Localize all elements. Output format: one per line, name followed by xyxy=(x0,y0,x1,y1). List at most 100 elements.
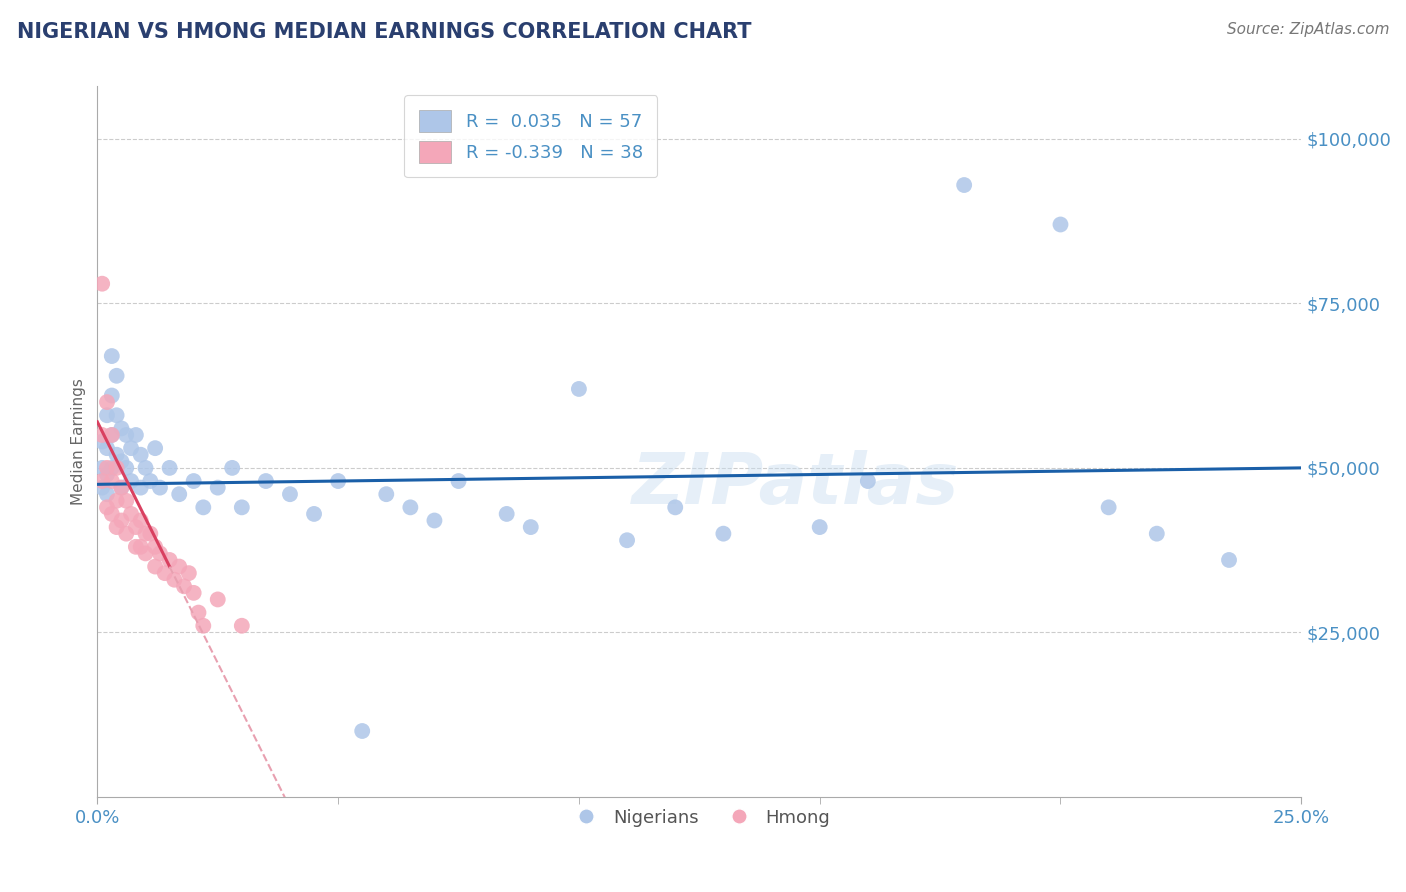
Point xyxy=(101,428,124,442)
Point xyxy=(1218,553,1240,567)
Point xyxy=(91,428,114,442)
Point xyxy=(129,448,152,462)
Point xyxy=(91,474,114,488)
Point xyxy=(159,461,181,475)
Point xyxy=(399,500,422,515)
Point xyxy=(143,559,166,574)
Y-axis label: Median Earnings: Median Earnings xyxy=(72,378,86,505)
Point xyxy=(96,395,118,409)
Point xyxy=(1098,500,1121,515)
Point xyxy=(101,461,124,475)
Point xyxy=(125,540,148,554)
Point xyxy=(808,520,831,534)
Point xyxy=(375,487,398,501)
Point xyxy=(120,441,142,455)
Point xyxy=(120,474,142,488)
Point xyxy=(129,540,152,554)
Point xyxy=(159,553,181,567)
Point xyxy=(193,500,215,515)
Point xyxy=(134,526,156,541)
Point xyxy=(101,474,124,488)
Point xyxy=(1049,218,1071,232)
Point xyxy=(143,441,166,455)
Point xyxy=(110,454,132,468)
Point xyxy=(134,546,156,560)
Point xyxy=(110,481,132,495)
Point xyxy=(447,474,470,488)
Point xyxy=(101,388,124,402)
Point xyxy=(183,586,205,600)
Text: ZIPatlas: ZIPatlas xyxy=(631,450,959,518)
Point xyxy=(278,487,301,501)
Point xyxy=(96,467,118,482)
Point xyxy=(856,474,879,488)
Point xyxy=(302,507,325,521)
Point xyxy=(187,606,209,620)
Point xyxy=(115,526,138,541)
Point xyxy=(326,474,349,488)
Point xyxy=(110,514,132,528)
Point xyxy=(664,500,686,515)
Point xyxy=(207,592,229,607)
Point xyxy=(568,382,591,396)
Point xyxy=(125,520,148,534)
Point xyxy=(173,579,195,593)
Point xyxy=(91,481,114,495)
Point xyxy=(167,559,190,574)
Point xyxy=(91,434,114,449)
Point xyxy=(183,474,205,488)
Point xyxy=(495,507,517,521)
Point xyxy=(519,520,541,534)
Point xyxy=(616,533,638,548)
Point xyxy=(105,461,128,475)
Point xyxy=(149,481,172,495)
Point xyxy=(105,520,128,534)
Point xyxy=(105,409,128,423)
Point xyxy=(96,441,118,455)
Point xyxy=(139,474,162,488)
Point xyxy=(231,500,253,515)
Point xyxy=(101,349,124,363)
Point xyxy=(177,566,200,581)
Point xyxy=(91,461,114,475)
Point xyxy=(110,481,132,495)
Point xyxy=(207,481,229,495)
Point xyxy=(129,481,152,495)
Point xyxy=(254,474,277,488)
Point xyxy=(105,493,128,508)
Point xyxy=(91,277,114,291)
Point xyxy=(101,428,124,442)
Point xyxy=(105,368,128,383)
Point xyxy=(115,461,138,475)
Point xyxy=(423,514,446,528)
Point xyxy=(352,724,374,739)
Point xyxy=(1146,526,1168,541)
Point xyxy=(149,546,172,560)
Text: NIGERIAN VS HMONG MEDIAN EARNINGS CORRELATION CHART: NIGERIAN VS HMONG MEDIAN EARNINGS CORREL… xyxy=(17,22,751,42)
Text: Source: ZipAtlas.com: Source: ZipAtlas.com xyxy=(1226,22,1389,37)
Point xyxy=(139,526,162,541)
Point xyxy=(105,448,128,462)
Point xyxy=(143,540,166,554)
Point xyxy=(163,573,186,587)
Point xyxy=(231,619,253,633)
Point xyxy=(96,487,118,501)
Point xyxy=(153,566,176,581)
Point xyxy=(115,428,138,442)
Point xyxy=(129,514,152,528)
Point xyxy=(221,461,243,475)
Point xyxy=(167,487,190,501)
Point xyxy=(120,507,142,521)
Point xyxy=(96,500,118,515)
Point xyxy=(96,409,118,423)
Point xyxy=(711,526,734,541)
Point xyxy=(115,493,138,508)
Legend: Nigerians, Hmong: Nigerians, Hmong xyxy=(561,802,838,834)
Point xyxy=(125,428,148,442)
Point xyxy=(96,461,118,475)
Point xyxy=(134,461,156,475)
Point xyxy=(101,507,124,521)
Point xyxy=(953,178,976,192)
Point xyxy=(193,619,215,633)
Point xyxy=(110,421,132,435)
